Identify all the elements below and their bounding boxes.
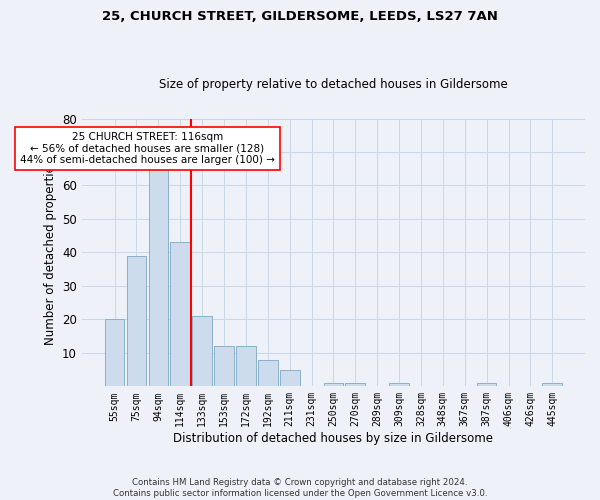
Bar <box>323 383 343 386</box>
Bar <box>236 346 256 387</box>
Bar <box>258 360 278 386</box>
Bar <box>346 383 365 386</box>
Bar <box>170 242 190 386</box>
Bar <box>214 346 234 387</box>
Bar <box>105 320 124 386</box>
Bar <box>127 256 146 386</box>
Bar <box>542 383 562 386</box>
Bar <box>389 383 409 386</box>
Text: Contains HM Land Registry data © Crown copyright and database right 2024.
Contai: Contains HM Land Registry data © Crown c… <box>113 478 487 498</box>
Text: 25, CHURCH STREET, GILDERSOME, LEEDS, LS27 7AN: 25, CHURCH STREET, GILDERSOME, LEEDS, LS… <box>102 10 498 23</box>
Bar <box>477 383 496 386</box>
Text: 25 CHURCH STREET: 116sqm
← 56% of detached houses are smaller (128)
44% of semi-: 25 CHURCH STREET: 116sqm ← 56% of detach… <box>20 132 275 165</box>
Bar <box>280 370 299 386</box>
Y-axis label: Number of detached properties: Number of detached properties <box>44 160 56 346</box>
Bar <box>192 316 212 386</box>
X-axis label: Distribution of detached houses by size in Gildersome: Distribution of detached houses by size … <box>173 432 493 445</box>
Bar <box>149 169 168 386</box>
Title: Size of property relative to detached houses in Gildersome: Size of property relative to detached ho… <box>159 78 508 91</box>
